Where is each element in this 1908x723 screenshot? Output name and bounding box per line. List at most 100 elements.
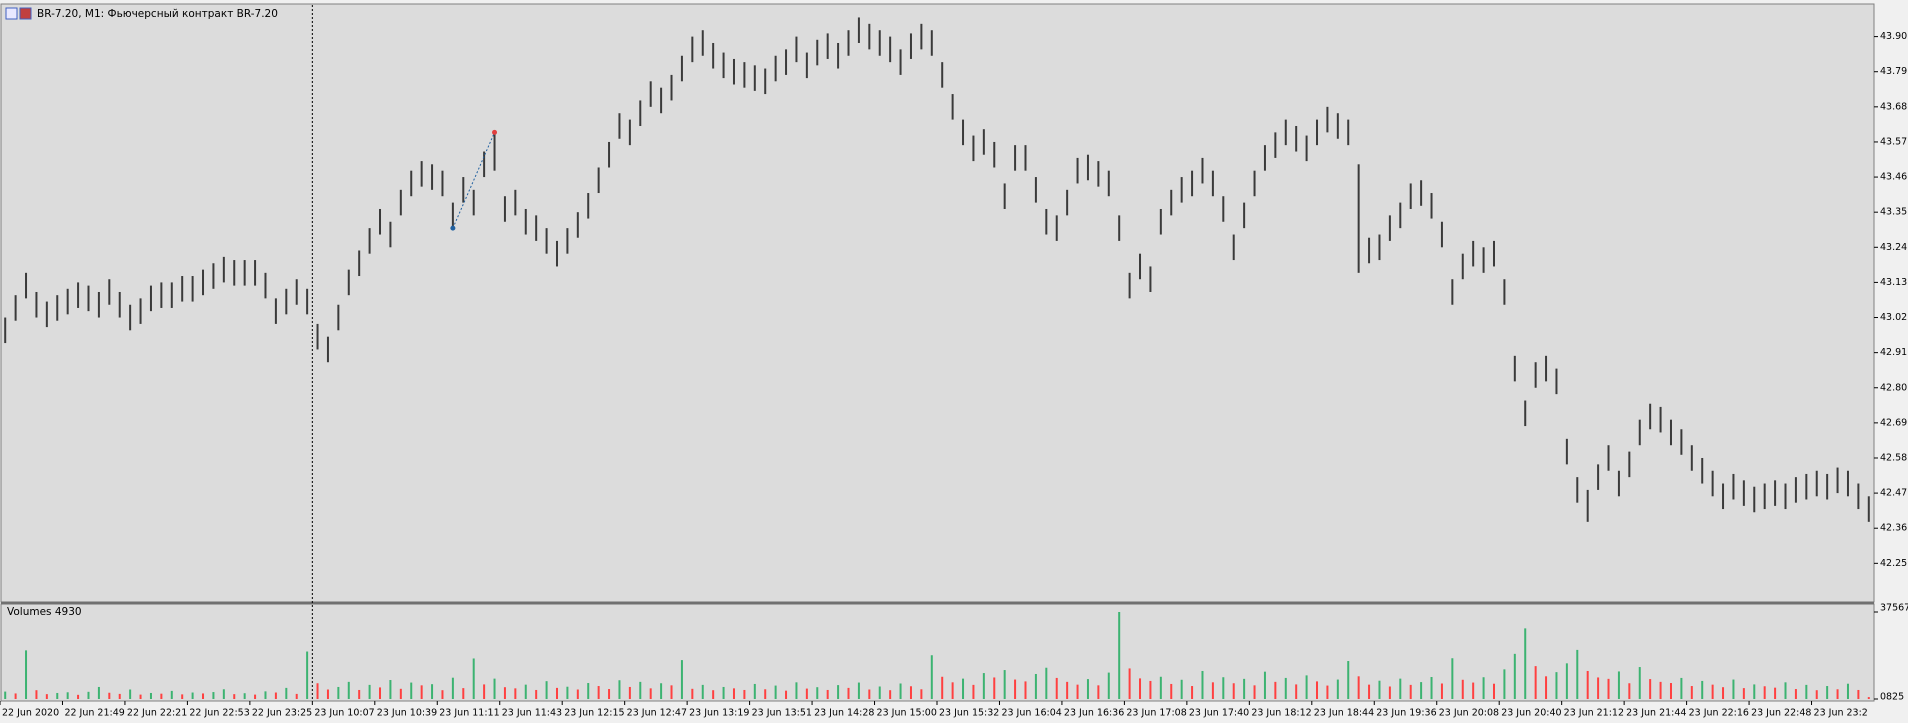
volume-bar: [743, 689, 746, 699]
price-bar: [805, 52, 808, 79]
volume-bar: [1763, 686, 1766, 699]
price-bar: [1201, 157, 1204, 184]
price-bar: [1513, 355, 1516, 382]
price-bar: [816, 39, 819, 66]
x-tick-label: 23 Jun 12:47: [627, 708, 687, 719]
price-bar: [764, 68, 767, 95]
volume-bar: [149, 692, 152, 699]
x-tick-label: 23 Jun 13:51: [752, 708, 812, 719]
price-bar: [1565, 438, 1568, 465]
price-bar: [1451, 279, 1454, 305]
volume-bar: [399, 688, 402, 699]
volume-bar: [816, 687, 819, 699]
price-bar: [514, 189, 517, 216]
price-bar: [535, 215, 538, 241]
price-bar: [1191, 170, 1194, 197]
volume-bar: [462, 688, 465, 699]
price-bar: [962, 119, 965, 146]
price-bar: [1066, 189, 1069, 216]
y-tick-label: 43.35: [1880, 207, 1907, 218]
volume-bar: [1659, 681, 1662, 699]
price-bar: [628, 119, 631, 146]
price-bar: [1128, 272, 1131, 299]
volume-bar: [233, 694, 236, 699]
volume-bar: [306, 651, 309, 699]
volume-bar: [680, 660, 683, 699]
price-bar: [1170, 189, 1173, 216]
price-bar: [285, 288, 288, 315]
price-bar: [451, 202, 454, 229]
price-bar: [274, 298, 277, 324]
price-bar: [170, 282, 173, 308]
volume-bar: [1586, 670, 1589, 699]
volume-bar: [1024, 681, 1027, 699]
volume-bar: [1576, 649, 1579, 699]
y-tick-label: 42.47: [1880, 488, 1907, 499]
price-bar: [920, 23, 923, 50]
price-bar: [1534, 362, 1537, 388]
x-tick-label: 23 Jun 10:39: [377, 708, 437, 719]
price-bar: [608, 141, 611, 168]
volume-bar: [1794, 689, 1797, 699]
volume-bar: [170, 690, 173, 699]
price-bar: [441, 170, 444, 197]
price-bar: [878, 30, 881, 56]
volume-bar: [1701, 680, 1704, 699]
volume-bar: [379, 687, 382, 699]
volume-bar: [1180, 679, 1183, 699]
price-bar: [1014, 145, 1017, 171]
volume-bar: [1076, 684, 1079, 699]
volume-bar: [420, 685, 423, 699]
price-bar: [868, 23, 871, 50]
volume-bar: [160, 693, 163, 699]
volume-bar: [1513, 653, 1516, 699]
volume-bar: [1347, 661, 1350, 699]
volume-bar: [628, 686, 631, 699]
price-bar: [930, 30, 933, 56]
price-bar: [4, 317, 7, 344]
price-bar: [1211, 170, 1214, 197]
price-bar: [712, 42, 715, 69]
price-bar: [358, 250, 361, 277]
volume-bar: [1357, 676, 1360, 699]
price-bar: [1711, 470, 1714, 497]
price-bar: [1503, 279, 1506, 305]
y-tick-label: 43.90: [1880, 31, 1907, 42]
price-bar: [680, 55, 683, 82]
price-bar: [1222, 196, 1225, 222]
volume-bar: [1003, 670, 1006, 699]
price-bar: [1274, 132, 1277, 158]
price-bar: [1836, 467, 1839, 494]
price-bar: [326, 336, 329, 363]
volume-bar: [1711, 684, 1714, 699]
y-tick-label: 43.24: [1880, 242, 1907, 253]
volume-bar: [920, 689, 923, 699]
volume-bar: [795, 682, 798, 699]
volume-bar: [618, 680, 621, 699]
price-bar: [1482, 247, 1485, 273]
price-bar: [670, 74, 673, 101]
volume-bar: [1388, 686, 1391, 699]
price-bar: [1368, 237, 1371, 264]
volume-bar: [1815, 690, 1818, 699]
volume-bar: [1149, 680, 1152, 699]
volume-bar: [4, 691, 7, 699]
volume-bar: [77, 694, 80, 699]
price-bar: [857, 17, 860, 43]
price-bar: [347, 269, 350, 296]
price-bar: [889, 36, 892, 63]
x-tick-label: 23 Jun 16:36: [1064, 708, 1124, 719]
price-bar: [1461, 253, 1464, 280]
volume-bar: [576, 689, 579, 699]
volume-bar: [909, 686, 912, 699]
price-bar: [1263, 145, 1266, 171]
volume-bar: [899, 683, 902, 699]
volume-bar: [1118, 612, 1121, 699]
price-bar: [493, 132, 496, 171]
price-bar: [951, 94, 954, 120]
y-tick-label: 43.02: [1880, 312, 1907, 323]
price-bar: [202, 269, 205, 296]
volume-bar: [212, 692, 215, 699]
volume-bar: [45, 694, 48, 699]
volume-bar: [732, 688, 735, 699]
